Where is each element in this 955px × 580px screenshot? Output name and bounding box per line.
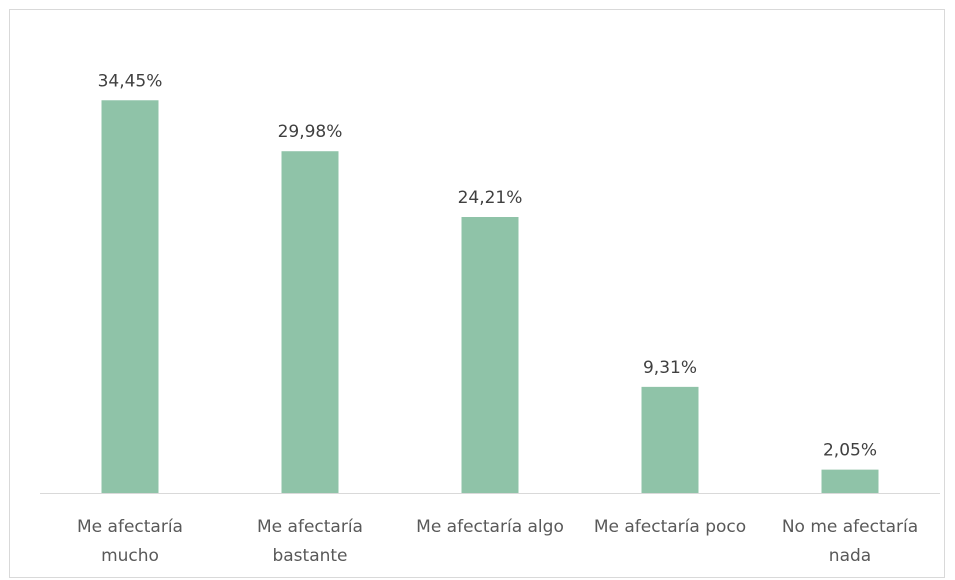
bar	[641, 386, 699, 493]
bar	[281, 151, 339, 493]
data-label: 29,98%	[278, 122, 343, 142]
category-label: Me afectaría algo	[416, 517, 564, 537]
category-label: Me afectaría poco	[594, 517, 746, 537]
bar	[821, 469, 879, 493]
category-label: bastante	[272, 546, 347, 566]
category-label: Me afectaría	[257, 517, 363, 537]
data-label: 9,31%	[643, 358, 697, 378]
data-label: 34,45%	[98, 71, 163, 91]
data-label: 24,21%	[458, 188, 523, 208]
category-label: No me afectaría	[782, 517, 918, 537]
category-label: mucho	[101, 546, 159, 566]
category-label: nada	[829, 546, 871, 566]
bar	[461, 217, 519, 494]
bar	[101, 100, 159, 494]
data-label: 2,05%	[823, 441, 877, 461]
category-label: Me afectaría	[77, 517, 183, 537]
